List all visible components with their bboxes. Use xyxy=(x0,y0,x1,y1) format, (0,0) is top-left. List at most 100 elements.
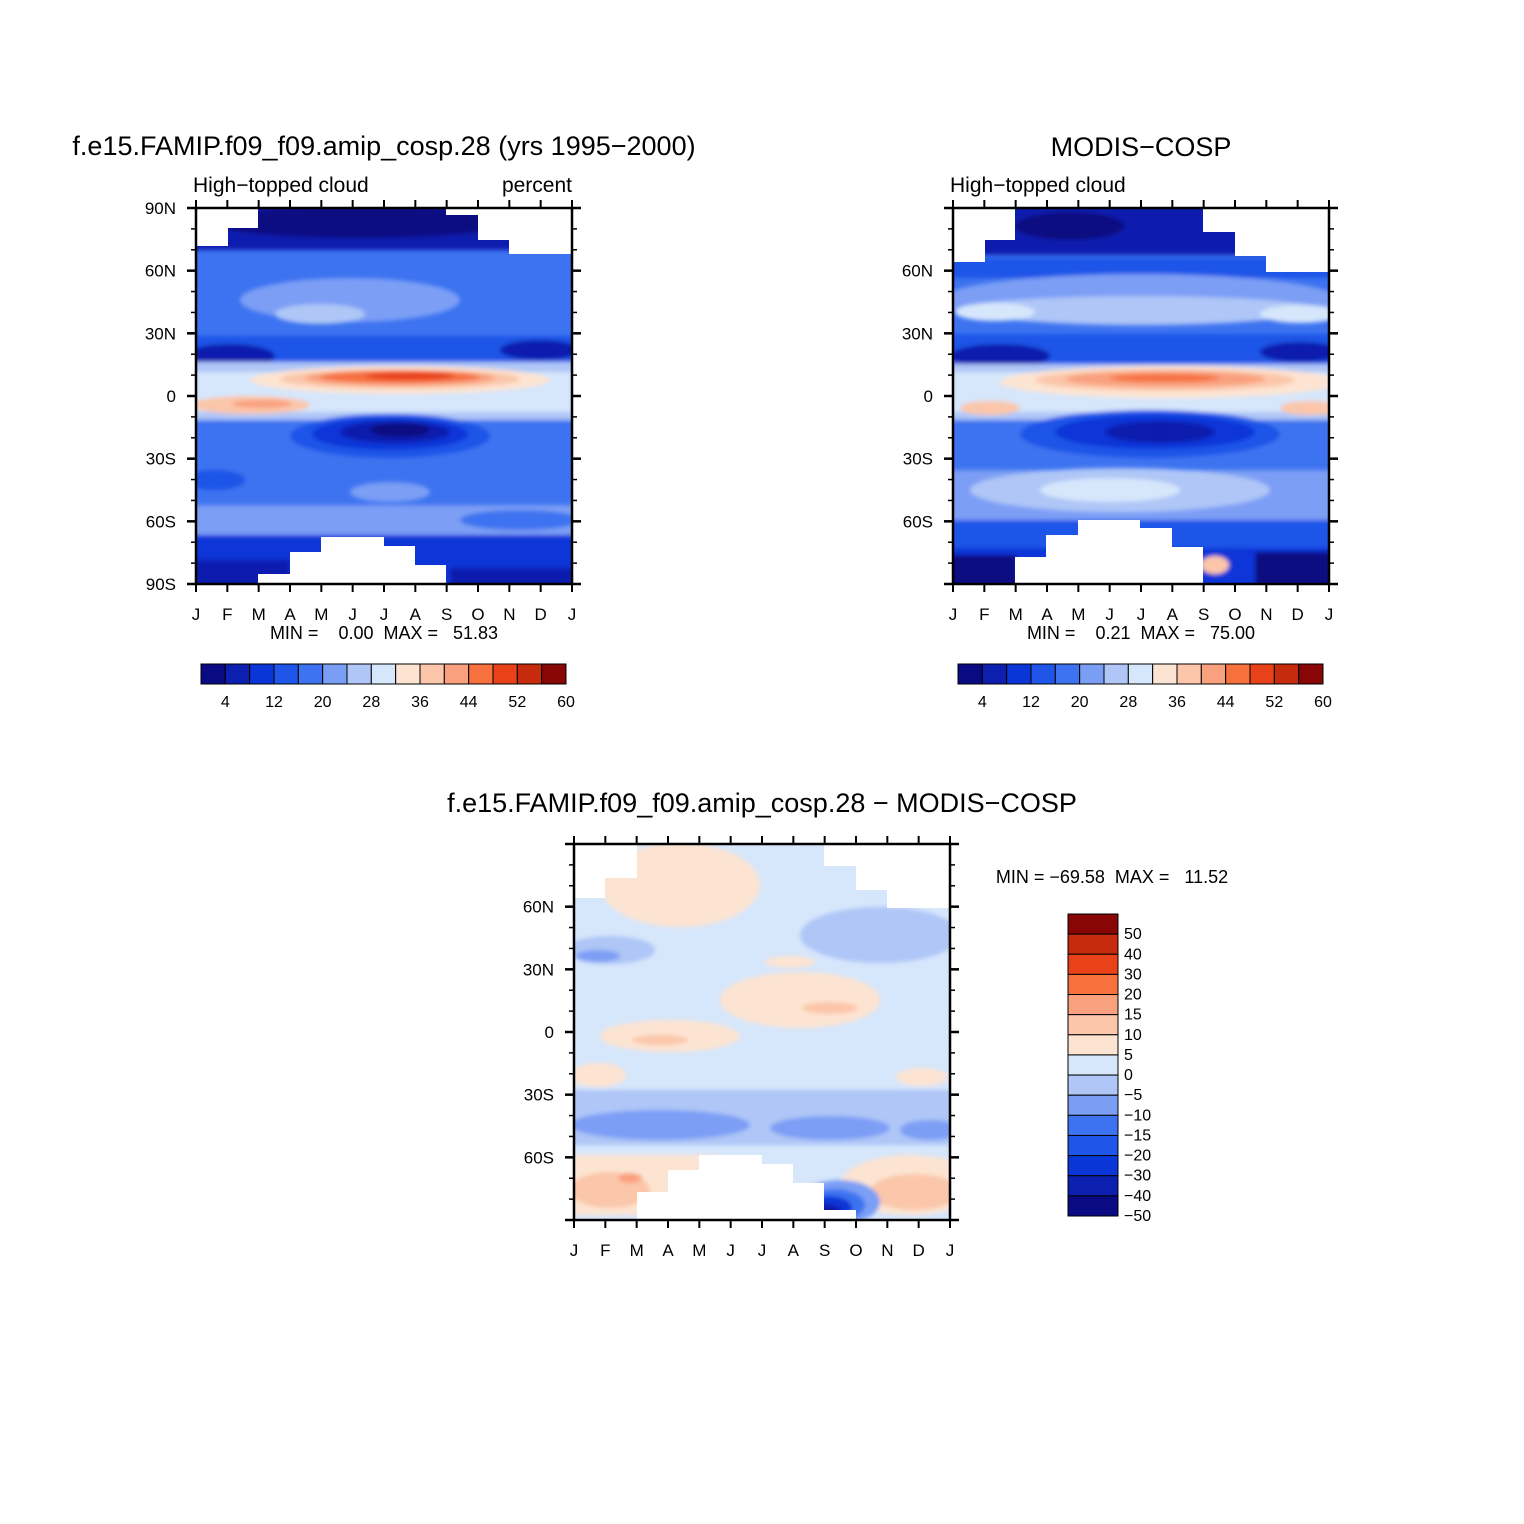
colorbar-label: 52 xyxy=(1265,694,1283,711)
month-tick-label: S xyxy=(1198,605,1209,624)
colorbar-swatch xyxy=(1152,663,1178,685)
lat-tick-label: 0 xyxy=(545,1023,554,1042)
colorbar-swatch xyxy=(1079,663,1105,685)
month-tick-label: F xyxy=(979,605,989,624)
month-tick-label: D xyxy=(535,605,547,624)
panel-obs: MODIS−COSP High−topped cloud xyxy=(902,132,1338,711)
colorbar-swatch xyxy=(1298,663,1324,685)
tropic-pos-east-core xyxy=(802,1002,858,1014)
nh-neg-east xyxy=(800,907,950,963)
colorbar-label: 5 xyxy=(1124,1047,1133,1064)
colorbar-label: 20 xyxy=(314,694,332,711)
lat-tick-label: 0 xyxy=(924,387,933,406)
colorbar-swatch xyxy=(297,663,324,685)
lat-tick-label: 30N xyxy=(145,324,176,343)
colorbar-swatch xyxy=(1067,913,1119,935)
colorbar-swatch xyxy=(1030,663,1056,685)
lat-tick-label: 30N xyxy=(902,324,933,343)
colorbar-swatch xyxy=(1067,1094,1119,1116)
colorbar-label: 60 xyxy=(557,694,575,711)
nh-neg-west-core xyxy=(576,950,620,962)
missing-data-mask xyxy=(574,844,950,1220)
month-tick-label: N xyxy=(503,605,515,624)
month-tick-label: A xyxy=(662,1241,674,1260)
month-tick-label: M xyxy=(252,605,266,624)
nh-midlat-lightest-e xyxy=(1260,305,1329,323)
colorbar-swatch xyxy=(1067,1054,1119,1076)
colorbar-label: 15 xyxy=(1124,1007,1142,1024)
panel-model-variable-label: High−topped cloud xyxy=(193,174,369,197)
panel-diff-lat-ticks: 60N 30N 0 30S 60S xyxy=(523,842,959,1222)
colorbar-label: −5 xyxy=(1124,1087,1142,1104)
month-tick-label: D xyxy=(913,1241,925,1260)
panel-model-field xyxy=(196,208,572,584)
colorbar-label: 4 xyxy=(221,694,230,711)
antarctic-warm xyxy=(1201,556,1229,574)
lat-tick-label: 30S xyxy=(903,450,933,469)
colorbar-label: 28 xyxy=(1119,694,1137,711)
colorbar-swatch xyxy=(957,663,983,685)
colorbar-swatch xyxy=(346,663,372,685)
nh-subtrop-min-west xyxy=(196,344,275,368)
sh-subtrop-pos-e xyxy=(896,1068,948,1086)
colorbar-label: 52 xyxy=(508,694,526,711)
panel-diff: f.e15.FAMIP.f09_f09.amip_cosp.28 − MODIS… xyxy=(447,788,1228,1260)
month-tick-label: J xyxy=(949,605,958,624)
sh-mid-lightest xyxy=(1040,478,1180,502)
colorbar-swatch xyxy=(1067,1074,1119,1096)
month-tick-label: J xyxy=(726,1241,735,1260)
colorbar-label: 10 xyxy=(1124,1027,1142,1044)
month-tick-label: O xyxy=(1228,605,1241,624)
colorbar-swatch xyxy=(419,663,445,685)
missing-data-mask xyxy=(196,208,572,584)
month-tick-label: J xyxy=(380,605,389,624)
sh-itcz-warm-e xyxy=(1280,401,1329,415)
month-tick-label: J xyxy=(192,605,201,624)
colorbar-swatch xyxy=(1200,663,1227,685)
antarctic-pos-w-max xyxy=(618,1173,642,1183)
panel-model-units-label: percent xyxy=(502,174,572,197)
arctic-core xyxy=(210,208,510,238)
colorbar-swatch xyxy=(1225,663,1251,685)
colorbar-swatch xyxy=(1273,663,1300,685)
sh-ocean-dark xyxy=(460,510,572,530)
colorbar-label: −40 xyxy=(1124,1188,1151,1205)
lat-tick-label: 60S xyxy=(146,512,176,531)
colorbar-swatch xyxy=(1067,933,1119,955)
colorbar-swatch xyxy=(224,663,251,685)
colorbar-swatch xyxy=(1067,953,1119,975)
panel-obs-variable-label: High−topped cloud xyxy=(950,174,1126,197)
colorbar-label: 60 xyxy=(1314,694,1332,711)
month-tick-label: O xyxy=(849,1241,862,1260)
month-tick-label: J xyxy=(1137,605,1146,624)
nh-highlat-band xyxy=(953,258,1329,278)
month-tick-label: N xyxy=(1260,605,1272,624)
colorbar-label: 20 xyxy=(1071,694,1089,711)
colorbar-swatch xyxy=(1249,663,1275,685)
month-tick-label: A xyxy=(1041,605,1053,624)
colorbar-label: 12 xyxy=(265,694,283,711)
nh-subtrop-min-east xyxy=(1260,342,1329,362)
colorbar-swatch xyxy=(273,663,299,685)
lat-tick-label: 60N xyxy=(902,262,933,281)
colorbar-label: −20 xyxy=(1124,1148,1151,1165)
colorbar-label: 20 xyxy=(1124,987,1142,1004)
month-tick-label: M xyxy=(630,1241,644,1260)
sh-subtrop-pos-w xyxy=(574,1063,626,1087)
nh-midlat-lighter xyxy=(960,296,1320,324)
month-tick-label: A xyxy=(410,605,422,624)
antarctic-core-e xyxy=(1255,552,1329,584)
colorbar-swatch xyxy=(395,663,421,685)
sh-subtrop-3 xyxy=(1105,421,1215,443)
sh-midlat-neg-core-2 xyxy=(770,1116,890,1140)
colorbar-swatch xyxy=(322,663,348,685)
colorbar-swatch xyxy=(1176,663,1202,685)
colorbar-swatch xyxy=(1067,1014,1119,1036)
itcz-core-2 xyxy=(1110,374,1220,382)
nh-subtrop-min-west xyxy=(953,344,1050,368)
panel-model: f.e15.FAMIP.f09_f09.amip_cosp.28 (yrs 19… xyxy=(72,131,695,711)
month-tick-label: N xyxy=(881,1241,893,1260)
colorbar-label: 36 xyxy=(1168,694,1186,711)
colorbar-swatch xyxy=(1103,663,1129,685)
month-tick-label: D xyxy=(1292,605,1304,624)
